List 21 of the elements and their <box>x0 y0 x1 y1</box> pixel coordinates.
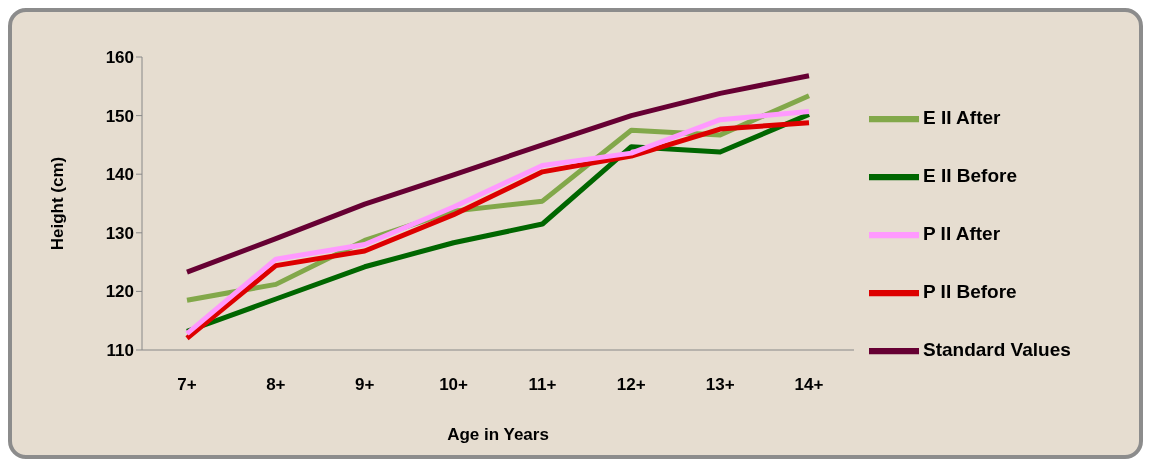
legend-label: P II Before <box>923 280 1017 302</box>
y-tick-label: 140 <box>105 165 134 185</box>
x-tick-label: 12+ <box>616 375 646 395</box>
legend-label: E II Before <box>923 164 1017 186</box>
x-tick-label: 10+ <box>439 375 469 395</box>
y-tick-label: 160 <box>105 48 134 68</box>
y-axis-title: Height (cm) <box>48 156 68 251</box>
legend-label: E II After <box>923 106 1001 128</box>
x-tick-label: 13+ <box>705 375 735 395</box>
x-tick-label: 8+ <box>266 375 286 395</box>
y-tick-label: 150 <box>105 106 134 126</box>
y-tick-label: 120 <box>105 282 134 302</box>
x-tick-label: 9+ <box>355 375 375 395</box>
x-tick-label: 14+ <box>794 375 824 395</box>
legend-label: P II After <box>923 222 1001 244</box>
y-tick-label: 110 <box>106 341 134 361</box>
y-tick-label: 130 <box>105 223 134 243</box>
x-axis-title: Age in Years <box>447 425 549 444</box>
legend-label: Standard Values <box>923 338 1071 360</box>
x-tick-label: 7+ <box>177 375 197 395</box>
x-tick-label: 11+ <box>528 375 557 395</box>
